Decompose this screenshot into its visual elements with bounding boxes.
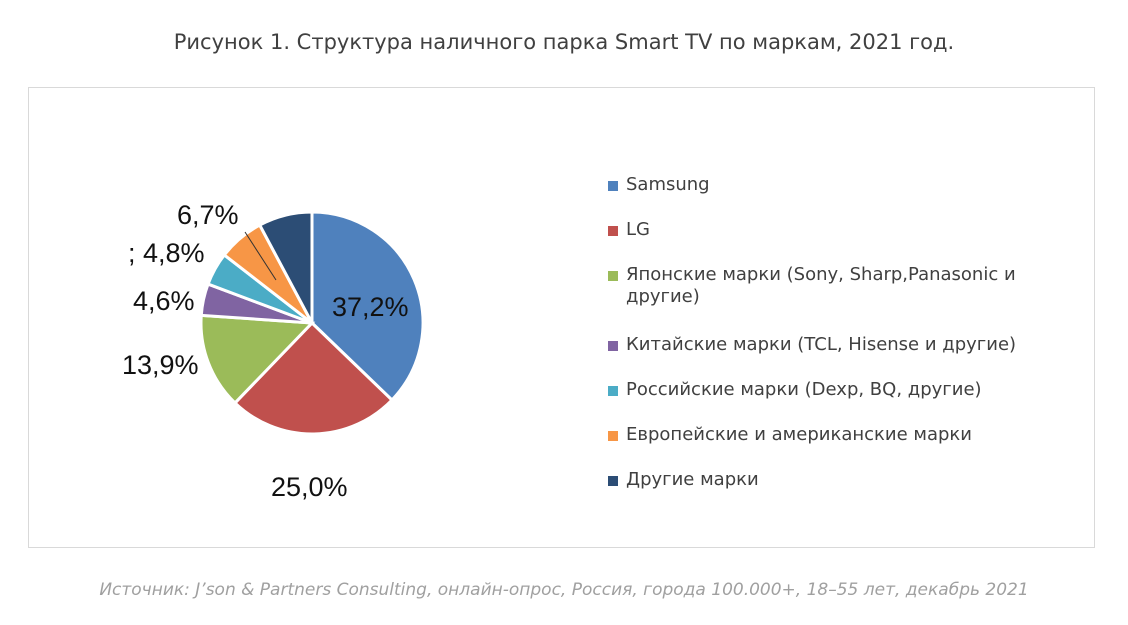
- chart-title: Рисунок 1. Структура наличного парка Sma…: [173, 30, 955, 54]
- leader-line: [244, 231, 277, 281]
- legend-item: LG: [608, 219, 1048, 241]
- label-european: 6,7%: [177, 200, 239, 230]
- pie-slice: [257, 210, 314, 324]
- legend-swatch: [608, 271, 618, 281]
- legend-label: Европейские и американские марки: [626, 424, 972, 445]
- legend-swatch: [608, 181, 618, 191]
- label-japanese: 13,9%: [122, 350, 199, 380]
- legend-swatch: [608, 386, 618, 396]
- label-chinese: 4,6%: [133, 286, 195, 316]
- label-russian: ; 4,8%: [128, 238, 205, 268]
- pie-slice: [199, 313, 316, 406]
- source-note: Источник: J’son & Partners Consulting, о…: [99, 580, 1029, 600]
- legend-swatch: [608, 226, 618, 236]
- legend-label: Китайские марки (TCL, Hisense и другие): [626, 334, 1017, 355]
- label-samsung: 37,2%: [332, 292, 409, 322]
- legend-item: Другие марки: [608, 469, 1048, 491]
- label-lg: 25,0%: [271, 472, 348, 502]
- chart-frame: [28, 87, 1095, 548]
- pie-slice: [232, 320, 395, 436]
- legend-swatch: [608, 431, 618, 441]
- legend-item: Российские марки (Dexp, BQ, другие): [608, 379, 1048, 401]
- legend-item: Японские марки (Sony, Sharp,Panasonic и …: [608, 264, 1028, 308]
- legend-item: Европейские и американские марки: [608, 424, 1048, 446]
- legend-label: Другие марки: [626, 469, 759, 490]
- legend-label: Российские марки (Dexp, BQ, другие): [626, 379, 982, 400]
- legend-swatch: [608, 476, 618, 486]
- legend-label: Японские марки (Sony, Sharp,Panasonic и …: [626, 264, 1016, 307]
- legend-label: Samsung: [626, 174, 710, 195]
- legend-item: Китайские марки (TCL, Hisense и другие): [608, 334, 1048, 356]
- legend-swatch: [608, 341, 618, 351]
- legend-label: LG: [626, 219, 650, 240]
- pie-slice: [310, 210, 425, 403]
- legend-item: Samsung: [608, 174, 1048, 196]
